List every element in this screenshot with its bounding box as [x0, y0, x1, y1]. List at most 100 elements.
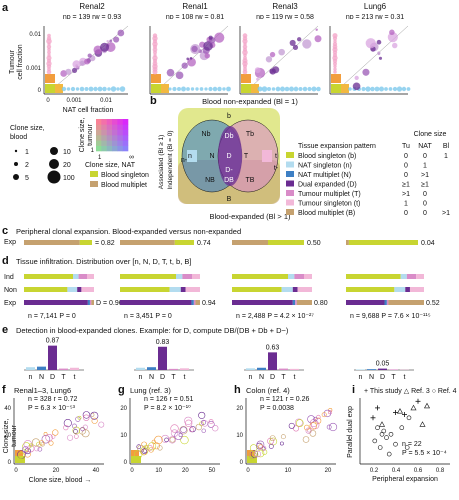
- tick-label: 10: [236, 433, 243, 439]
- clone-point: [74, 434, 79, 439]
- table-header: Tissue expansion pattern: [298, 143, 376, 150]
- nat-point: [257, 86, 263, 92]
- clone-point: [258, 444, 264, 450]
- size-legend-value: 2: [25, 162, 29, 169]
- clone-point: [198, 411, 206, 419]
- color-square-cell: [96, 135, 102, 141]
- ref4-marker: [375, 425, 380, 431]
- clone-point: [326, 424, 332, 430]
- size-legend-circle: [50, 147, 58, 155]
- sample-name: Renal3: [272, 2, 298, 11]
- nat-point: [199, 87, 204, 91]
- dual-value: 0.80: [314, 300, 328, 307]
- detection-bar: [246, 368, 255, 370]
- dual-point: [117, 29, 125, 37]
- color-square-cell: [122, 140, 129, 146]
- ref3-marker: [419, 421, 426, 427]
- row-label: Ind: [4, 274, 14, 281]
- table-cell: ≥1: [402, 182, 410, 189]
- clone-point: [34, 445, 40, 452]
- clone-point: [288, 422, 295, 429]
- dual-point: [71, 67, 78, 73]
- tumour-point: [333, 67, 337, 71]
- detection-bar: [378, 368, 387, 370]
- color-square-cell: [96, 119, 102, 125]
- nat-point: [70, 86, 76, 92]
- nat-point: [275, 86, 281, 92]
- block-tumour: [45, 74, 55, 83]
- clone-point: [261, 449, 268, 455]
- color-square-cell: [122, 135, 129, 141]
- tumour-point: [46, 55, 52, 61]
- category-label: T: [391, 374, 396, 381]
- category-label: D: [270, 374, 275, 381]
- distribution-segment: [24, 274, 73, 279]
- panel-d-stats: n = 3,451 P = 0: [124, 313, 172, 320]
- nat-point: [298, 86, 303, 92]
- dual-point: [269, 51, 276, 58]
- distribution-segment: [294, 274, 304, 279]
- dual-point: [214, 32, 225, 43]
- dual-point: [302, 39, 312, 49]
- sample-stats: nᴅ = 119 rᴡ = 0.58: [256, 14, 314, 21]
- nat-point: [116, 87, 120, 91]
- venn-label: n-: [181, 157, 188, 164]
- dual-point: [256, 77, 260, 81]
- table-cell: >1: [402, 191, 410, 198]
- distribution-segment: [87, 274, 94, 279]
- clone-point: [90, 411, 99, 420]
- table-cell: 0: [404, 172, 408, 179]
- sample-stats: nᴅ = 213 rᴡ = 0.31: [346, 14, 404, 21]
- category-label: D: [160, 374, 165, 381]
- square-ylabel: tumour: [87, 123, 94, 145]
- panel-stats: n = 126 r = 0.51: [144, 396, 194, 403]
- dual-point: [72, 60, 81, 69]
- table-cell: 1: [404, 201, 408, 208]
- clone-point: [316, 414, 321, 420]
- clone-point: [279, 441, 284, 446]
- color-square-cell: [96, 145, 102, 152]
- category-label: t: [184, 374, 186, 381]
- table-cell: 0: [423, 191, 427, 198]
- color-square-cell: [96, 129, 102, 136]
- tumour-point: [46, 44, 52, 49]
- tick-label: 20: [53, 468, 60, 474]
- clone-point: [179, 426, 188, 435]
- clone-point: [184, 419, 193, 427]
- table-row-label: Tumour multiplet (T): [298, 191, 361, 198]
- distribution-segment: [292, 287, 298, 292]
- venn-dual: [218, 126, 242, 186]
- clone-point: [91, 417, 98, 424]
- clone-point: [40, 442, 45, 447]
- nat-point: [307, 86, 312, 92]
- ref3-marker: [410, 404, 417, 411]
- table-cell: >1: [421, 172, 429, 179]
- panel-letter-b: b: [150, 95, 157, 107]
- tick-label: 40: [93, 468, 100, 474]
- clone-point: [31, 438, 40, 447]
- detection-bar: [180, 368, 189, 370]
- dual-point: [208, 35, 213, 40]
- distribution-segment: [24, 300, 88, 305]
- distribution-segment: [120, 274, 176, 279]
- nat-point: [181, 86, 186, 92]
- detection-bar: [279, 368, 288, 370]
- category-label: n: [29, 374, 33, 381]
- bar-blood-expanded: [24, 240, 80, 245]
- clone-point: [78, 427, 86, 435]
- sample-stats: nᴅ = 139 rᴡ = 0.93: [63, 14, 121, 21]
- color-square-cell: [101, 145, 107, 152]
- clone-point: [52, 429, 59, 436]
- ref3-marker: [423, 402, 431, 409]
- distribution-segment: [120, 287, 170, 292]
- panel-letter-e: e: [2, 324, 8, 336]
- color-square-cell: [117, 135, 123, 141]
- clone-point: [249, 444, 258, 452]
- clone-point: [148, 442, 157, 451]
- table-swatch: [286, 171, 294, 177]
- row-label: Exp: [4, 300, 16, 307]
- clone-point: [180, 426, 187, 433]
- clone-point: [313, 416, 318, 422]
- distribution-segment: [406, 274, 417, 279]
- dual-point: [289, 39, 296, 46]
